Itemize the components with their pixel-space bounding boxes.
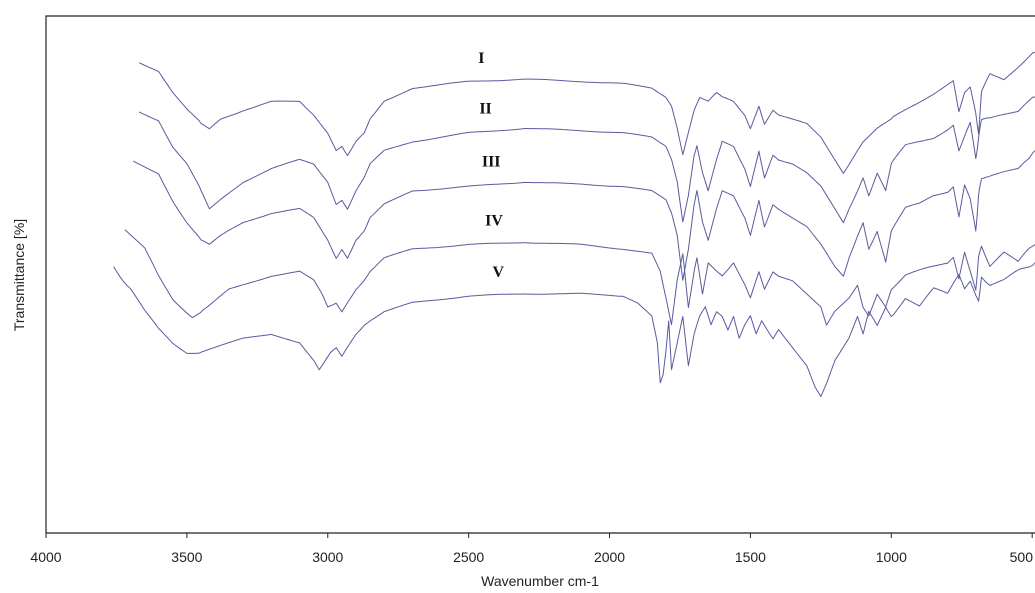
x-tick-label: 1000 (876, 549, 907, 565)
spectrum-line-IV (124, 229, 1035, 326)
spectra-traces (113, 51, 1035, 398)
plot-border (45, 15, 1035, 534)
x-tick-label: 3000 (312, 549, 343, 565)
x-tick-label: 2500 (453, 549, 484, 565)
x-axis-title: Wavenumber cm-1 (481, 573, 599, 589)
x-tick-label: 500 (1010, 549, 1034, 565)
x-tick-label: 4000 (30, 549, 61, 565)
x-axis-ticks: 4000 3500 3000 2500 2000 1500 1000 500 (30, 533, 1033, 565)
y-axis-title: Transmittance [%] (11, 219, 27, 331)
spectrum-line-II (138, 96, 1035, 224)
plot-frame (45, 15, 1035, 534)
spectrum-line-III (133, 150, 1035, 281)
spectrum-line-V (113, 262, 1035, 398)
x-tick-label: 2000 (594, 549, 625, 565)
series-label-I: I (478, 50, 484, 67)
spectrum-line-I (138, 51, 1035, 174)
x-tick-label: 1500 (735, 549, 766, 565)
series-label-V: V (492, 264, 504, 281)
x-tick-label: 3500 (171, 549, 202, 565)
series-label-IV: IV (485, 213, 503, 230)
series-label-III: III (482, 154, 501, 171)
series-label-II: II (479, 100, 491, 117)
